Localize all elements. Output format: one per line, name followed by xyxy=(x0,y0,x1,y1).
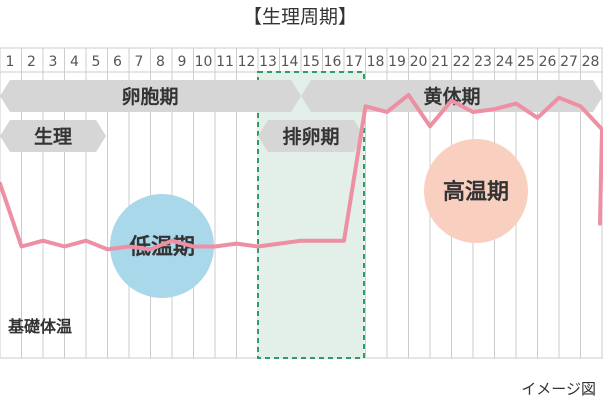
day-label: 26 xyxy=(539,54,557,70)
day-label: 11 xyxy=(216,54,234,70)
day-label: 8 xyxy=(156,54,165,70)
day-label: 25 xyxy=(517,54,535,70)
temperature-line xyxy=(0,92,603,252)
day-label: 6 xyxy=(113,54,122,70)
day-label: 23 xyxy=(474,54,492,70)
day-label: 2 xyxy=(27,54,36,70)
day-label: 14 xyxy=(281,54,299,70)
menstruation-arrow xyxy=(0,120,106,152)
day-label: 13 xyxy=(259,54,277,70)
day-label: 28 xyxy=(582,54,600,70)
menstruation-label: 生理 xyxy=(34,125,72,148)
day-label: 9 xyxy=(178,54,187,70)
day-label: 27 xyxy=(560,54,578,70)
day-label: 4 xyxy=(70,54,79,70)
diagram-title: 【生理周期】 xyxy=(243,6,357,28)
day-label: 18 xyxy=(367,54,385,70)
bbt-label: 基礎体温 xyxy=(7,317,72,336)
day-label: 15 xyxy=(302,54,320,70)
high-temp-label: 高温期 xyxy=(443,179,509,205)
day-label: 16 xyxy=(324,54,342,70)
day-label: 5 xyxy=(92,54,101,70)
ovulation-label: 排卵期 xyxy=(282,125,339,148)
temperature-points xyxy=(21,94,603,250)
day-label: 19 xyxy=(388,54,406,70)
day-label: 10 xyxy=(195,54,213,70)
day-label: 22 xyxy=(453,54,471,70)
ovulation-arrow xyxy=(258,120,364,152)
luteal-phase-arrow xyxy=(301,80,603,112)
follicular-phase-arrow xyxy=(0,80,301,112)
day-label: 24 xyxy=(496,54,514,70)
day-label: 12 xyxy=(238,54,256,70)
follicular-phase-label: 卵胞期 xyxy=(121,85,178,108)
day-label: 3 xyxy=(49,54,58,70)
day-label: 21 xyxy=(431,54,449,70)
day-label: 1 xyxy=(6,54,15,70)
day-labels: 1 2 3 4 5 6 7 8 9 10 11 12 13 14 15 16 17 18 19 20 21 22 23 24 2… xyxy=(6,54,600,70)
day-label: 20 xyxy=(410,54,428,70)
day-label: 7 xyxy=(135,54,144,70)
image-caption: イメージ図 xyxy=(521,380,596,398)
day-label: 17 xyxy=(345,54,363,70)
luteal-phase-label: 黄体期 xyxy=(423,85,480,108)
high-temp-bubble xyxy=(424,139,528,243)
